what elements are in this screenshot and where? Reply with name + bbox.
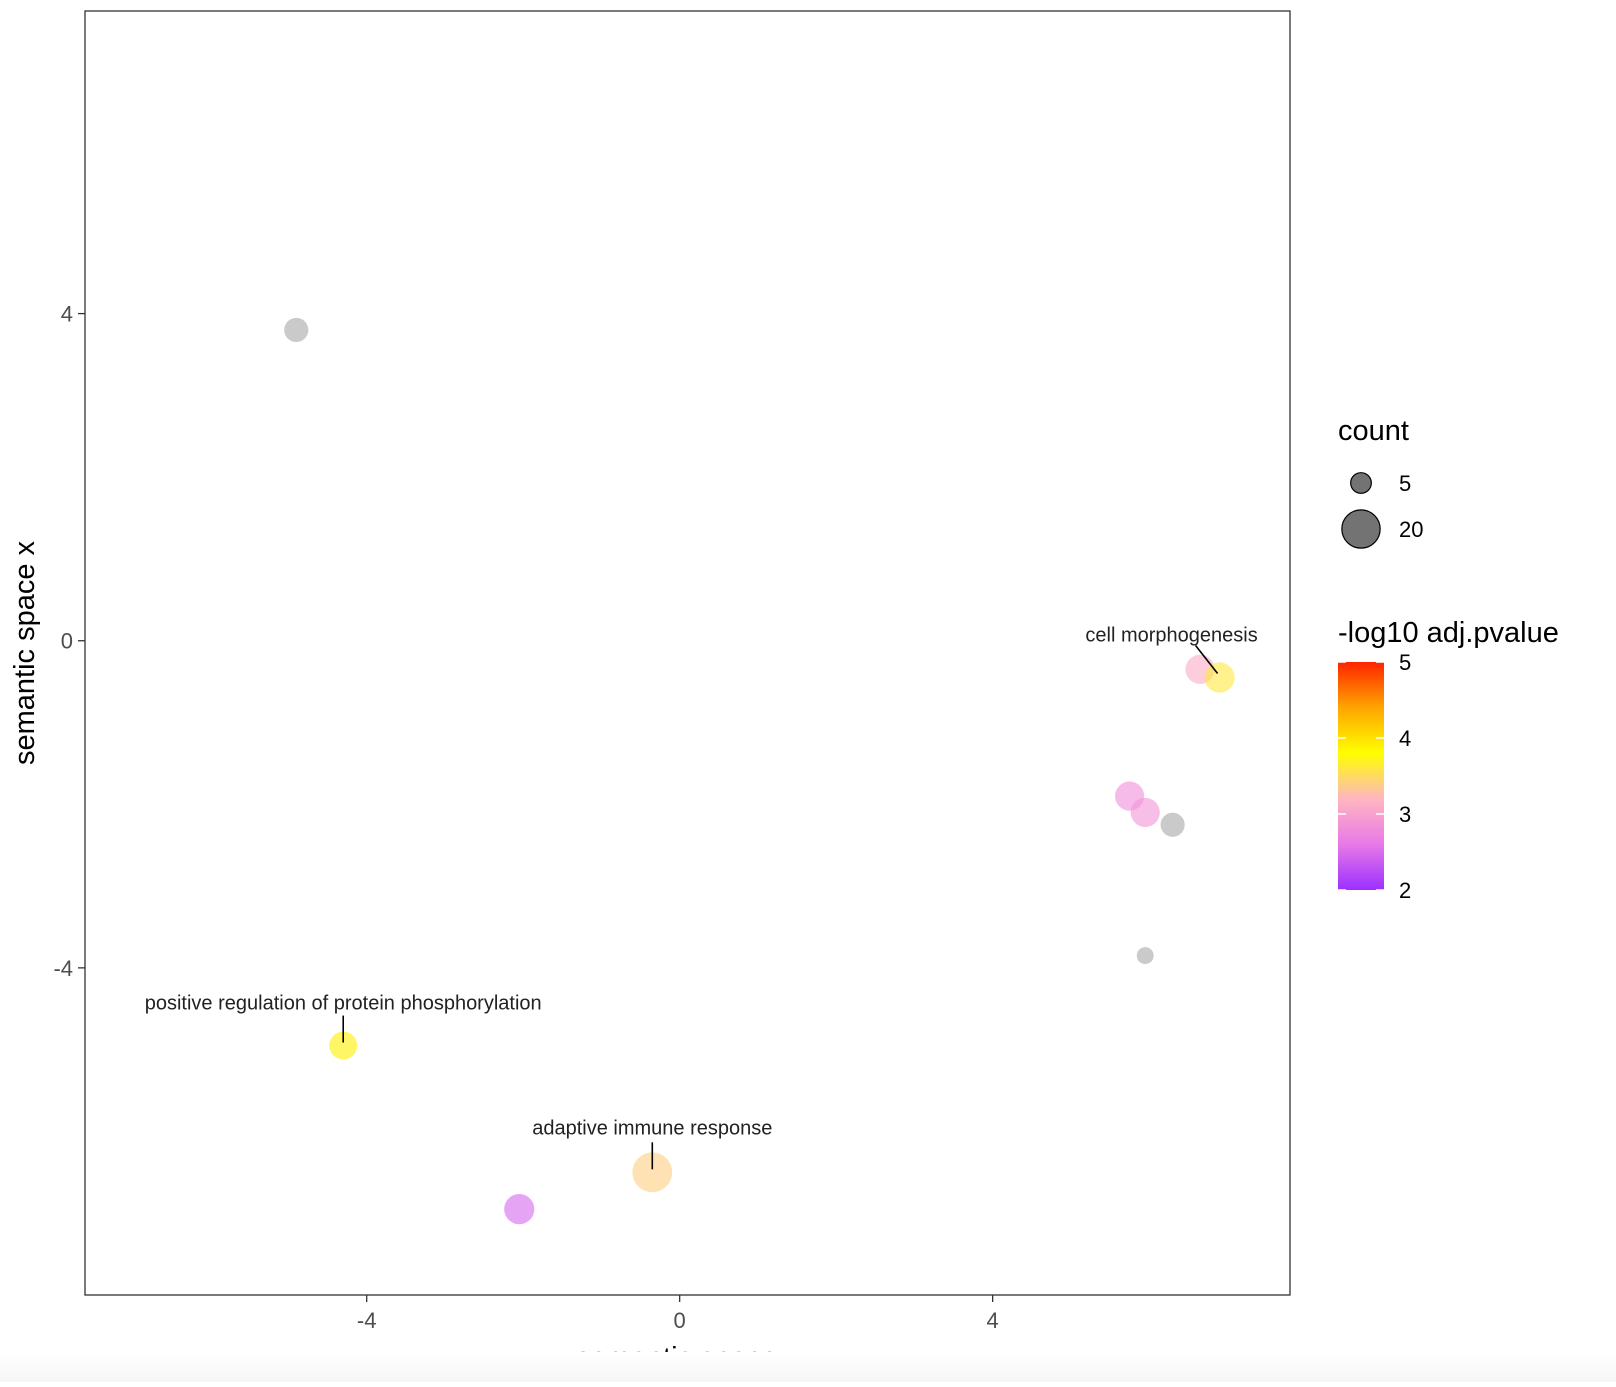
- size-legend-title: count: [1338, 415, 1409, 447]
- x-tick-label: 0: [674, 1308, 686, 1333]
- data-point: [1130, 797, 1160, 828]
- color-legend: -log10 adj.pvalue 5 4 3 2: [1338, 617, 1559, 903]
- y-tick-label: 0: [61, 629, 73, 654]
- point-labels-layer: cell morphogenesis positive regulation of…: [145, 625, 1258, 1170]
- plot-panel: [84, 10, 1291, 1296]
- point-label: cell morphogenesis: [1085, 625, 1257, 647]
- color-legend-label: 2: [1399, 878, 1411, 903]
- x-axis: -4 0 4: [357, 1295, 999, 1333]
- size-legend-label: 5: [1399, 471, 1411, 496]
- y-tick-label: -4: [53, 956, 73, 981]
- color-legend-title: -log10 adj.pvalue: [1338, 617, 1559, 649]
- points-layer: [284, 317, 1235, 1225]
- data-point: [1160, 812, 1185, 837]
- size-legend: count 5 20: [1338, 415, 1423, 549]
- size-legend-label: 20: [1399, 517, 1423, 542]
- size-legend-key: [1341, 509, 1381, 549]
- color-legend-label: 3: [1399, 802, 1411, 827]
- data-point: [284, 317, 309, 343]
- x-tick-label: -4: [357, 1308, 377, 1333]
- data-point: [504, 1194, 535, 1225]
- color-legend-label: 5: [1399, 650, 1411, 675]
- y-axis-title: semantic space x: [9, 540, 41, 765]
- data-point: [632, 1152, 673, 1193]
- point-label: positive regulation of protein phosphory…: [145, 993, 542, 1015]
- data-point: [1136, 947, 1154, 965]
- color-legend-label: 4: [1399, 726, 1411, 751]
- data-point: [329, 1031, 358, 1060]
- data-point: [1204, 662, 1235, 693]
- color-bar: [1338, 662, 1384, 890]
- y-axis: -4 0 4: [53, 302, 85, 981]
- y-tick-label: 4: [61, 302, 73, 327]
- x-tick-label: 4: [987, 1308, 999, 1333]
- size-legend-key: [1350, 472, 1372, 494]
- label-leader-line: [1194, 645, 1219, 675]
- window-bottom-edge: [0, 1352, 1616, 1382]
- point-label: adaptive immune response: [532, 1117, 772, 1139]
